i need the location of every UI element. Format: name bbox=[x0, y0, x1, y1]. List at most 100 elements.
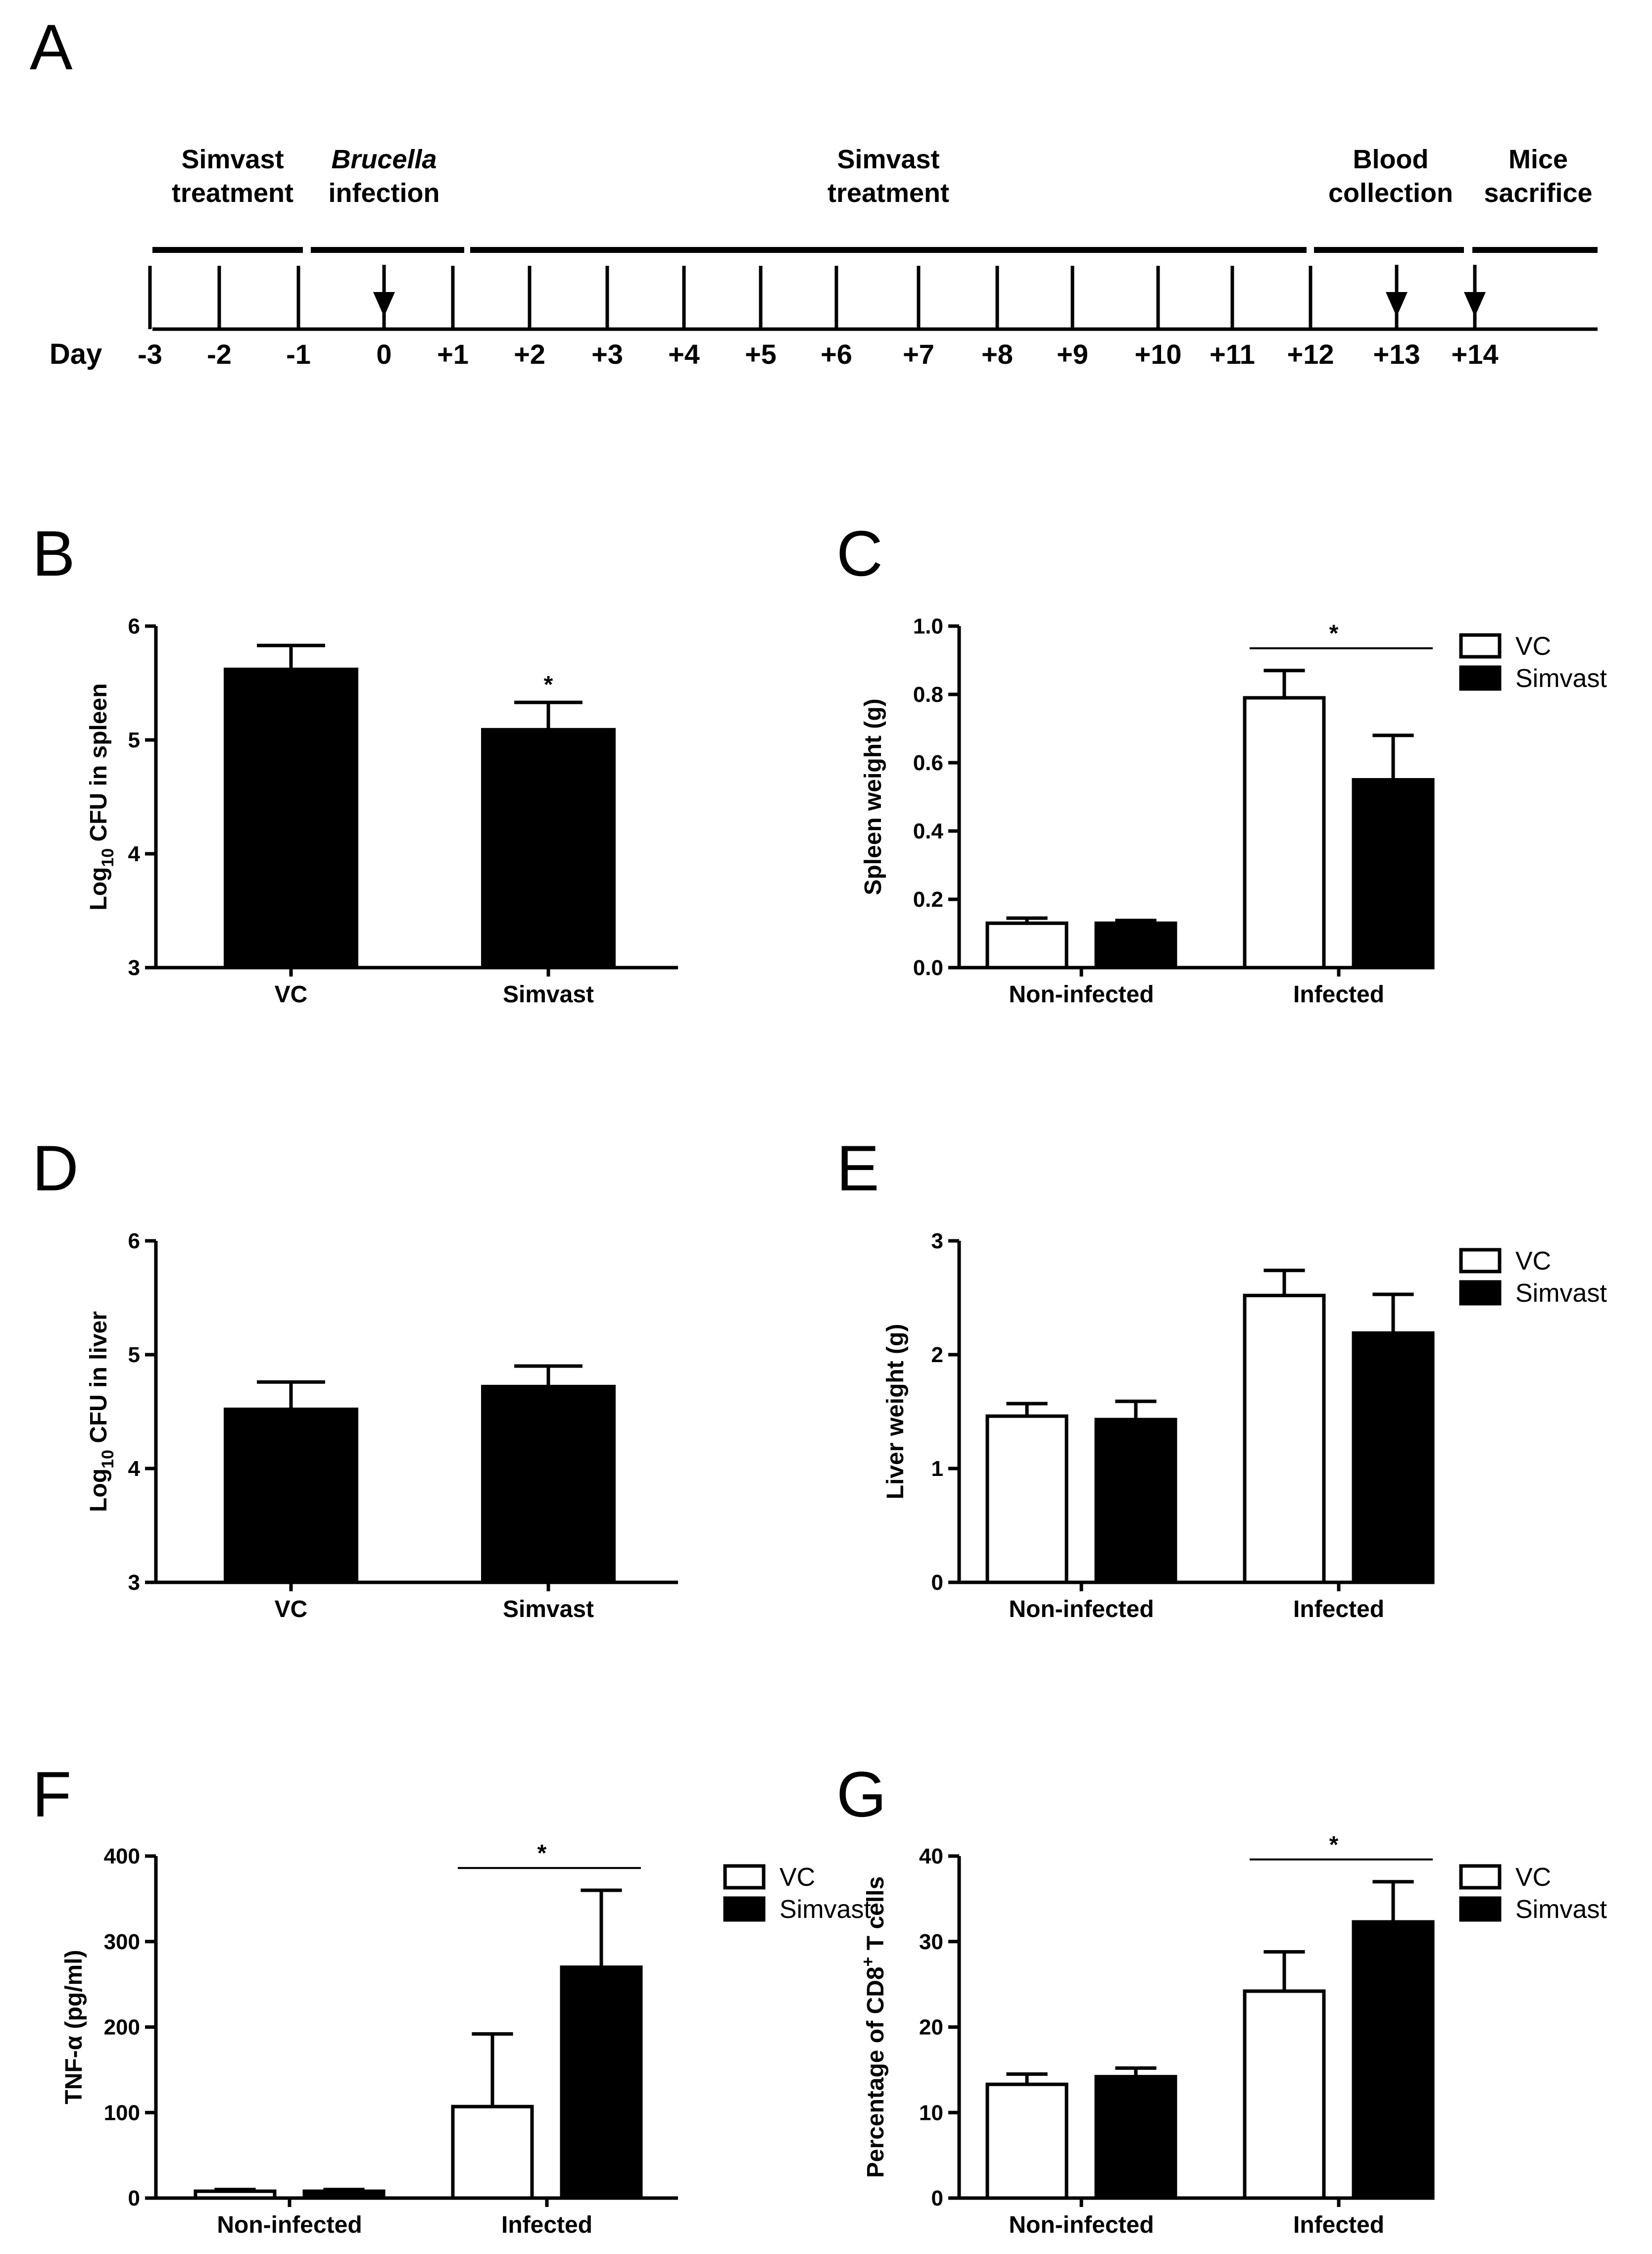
bar-simvast bbox=[481, 728, 616, 970]
legend-swatch-vc bbox=[1459, 1248, 1502, 1274]
y-axis-label-part: Percentage of CD8 bbox=[863, 1966, 889, 2178]
significance-star: * bbox=[1329, 1832, 1339, 1858]
bar-simvast bbox=[481, 1384, 616, 1584]
legend-label-vc: VC bbox=[1515, 1247, 1551, 1275]
panel-letter-g: G bbox=[836, 1758, 886, 1830]
timeline-day-label: +7 bbox=[903, 339, 934, 370]
significance-star: * bbox=[544, 672, 553, 698]
y-tick-label: 3 bbox=[128, 1570, 140, 1595]
y-tick-label: 30 bbox=[919, 1930, 943, 1954]
legend-label-vc: VC bbox=[779, 1863, 815, 1892]
significance-star: * bbox=[1329, 621, 1339, 647]
legend-swatch-vc bbox=[1459, 1864, 1502, 1890]
x-category-label: Simvast bbox=[503, 1596, 594, 1622]
panel-letter-a: A bbox=[30, 11, 73, 83]
y-axis-label-part: Log bbox=[86, 1469, 112, 1512]
panel-e: E 0 1 2 3 Liver weight (g) Non-infected Infecte… bbox=[836, 1132, 1607, 1622]
panel-letter-c: C bbox=[836, 517, 883, 589]
bar-simvast bbox=[1352, 1920, 1435, 2200]
phase-label: infection bbox=[329, 178, 440, 208]
phase-label: sacrifice bbox=[1484, 178, 1592, 208]
panel-b: B 3 4 5 6 Log10 CFU in spleen VC Simvast * bbox=[32, 517, 678, 1008]
y-tick-label: 0 bbox=[128, 2186, 140, 2210]
legend-label-simvast: Simvast bbox=[779, 1895, 871, 1924]
x-category-label: Infected bbox=[1293, 1596, 1384, 1622]
panel-letter-b: B bbox=[32, 517, 75, 589]
y-tick-label: 4 bbox=[128, 1457, 141, 1481]
legend-label-simvast: Simvast bbox=[1515, 664, 1607, 693]
phase-label: Mice bbox=[1508, 145, 1568, 174]
y-tick-label: 6 bbox=[128, 614, 140, 638]
panel-c: C 0.0 0.2 0.4 0.6 0.8 1.0 Spleen weight (g) Non-… bbox=[836, 517, 1607, 1008]
y-axis-label-part: TNF-α (pg/ml) bbox=[61, 1950, 87, 2104]
y-tick-label: 3 bbox=[128, 956, 140, 980]
timeline-day-label: +4 bbox=[668, 339, 700, 370]
timeline-day-label: +11 bbox=[1210, 339, 1255, 370]
y-tick-label: 0.4 bbox=[913, 819, 944, 843]
panel-letter-d: D bbox=[32, 1132, 79, 1204]
legend-label-simvast: Simvast bbox=[1515, 1895, 1607, 1924]
y-tick-label: 0.6 bbox=[913, 751, 943, 775]
x-category-label: Non-infected bbox=[1009, 2212, 1154, 2238]
bar-simvast bbox=[1352, 778, 1435, 970]
y-tick-label: 2 bbox=[931, 1343, 943, 1367]
bar-simvast bbox=[1352, 1331, 1435, 1584]
x-category-label: Infected bbox=[1293, 2212, 1384, 2238]
phase-label: collection bbox=[1328, 178, 1453, 208]
phase-label: Blood bbox=[1353, 145, 1429, 174]
legend-swatch-simvast bbox=[1459, 1896, 1502, 1922]
y-tick-label: 10 bbox=[919, 2101, 943, 2125]
x-category-label: Non-infected bbox=[217, 2212, 362, 2238]
event-arrow-head bbox=[373, 292, 395, 317]
legend-swatch-simvast bbox=[723, 1896, 766, 1922]
y-tick-label: 0.0 bbox=[913, 956, 943, 980]
y-tick-label: 0 bbox=[931, 2186, 943, 2210]
timeline-day-label: +13 bbox=[1373, 339, 1420, 370]
bar-vc bbox=[985, 921, 1069, 970]
bar-vc bbox=[224, 667, 358, 970]
bar-vc bbox=[985, 1414, 1069, 1584]
y-tick-label: 0 bbox=[931, 1570, 943, 1595]
legend-label-vc: VC bbox=[1515, 1863, 1551, 1892]
timeline-day-title: Day bbox=[49, 338, 102, 370]
phase-label: Simvast bbox=[181, 145, 284, 174]
legend-swatch-simvast bbox=[1459, 1280, 1502, 1306]
y-tick-label: 200 bbox=[104, 2015, 140, 2040]
y-tick-label: 3 bbox=[931, 1229, 943, 1253]
panel-letter-e: E bbox=[836, 1132, 879, 1204]
y-tick-label: 6 bbox=[128, 1229, 140, 1253]
y-axis-label-part: Log bbox=[86, 867, 112, 911]
x-category-label: Simvast bbox=[503, 981, 594, 1008]
bar-vc bbox=[224, 1407, 358, 1584]
y-axis-label: Log10 CFU in spleen bbox=[86, 683, 117, 910]
x-category-label: Non-infected bbox=[1009, 981, 1154, 1008]
y-tick-label: 1.0 bbox=[913, 614, 943, 638]
panel-d: D 3 4 5 6 Log10 CFU in liver VC Simvast bbox=[32, 1132, 678, 1622]
legend-label-simvast: Simvast bbox=[1515, 1279, 1607, 1308]
y-axis-label: TNF-α (pg/ml) bbox=[61, 1950, 87, 2104]
panel-g: G 0 10 20 30 40 Percentage of CD8+ T cells Non-… bbox=[836, 1758, 1607, 2238]
bar-simvast bbox=[1094, 1418, 1177, 1584]
y-axis-label-part: CFU in liver bbox=[86, 1311, 112, 1450]
bar-simvast bbox=[1094, 2075, 1177, 2200]
timeline-day-label: +6 bbox=[821, 339, 852, 370]
legend-label-vc: VC bbox=[1515, 632, 1551, 661]
timeline-day-label: +2 bbox=[514, 339, 545, 370]
legend-swatch-vc bbox=[723, 1864, 766, 1890]
bar-simvast bbox=[1094, 921, 1177, 970]
y-tick-label: 20 bbox=[919, 2015, 943, 2040]
timeline-day-label: +1 bbox=[437, 339, 469, 370]
timeline-day-label: +8 bbox=[981, 339, 1013, 370]
y-axis-label: Percentage of CD8+ T cells bbox=[859, 1876, 889, 2178]
x-category-label: VC bbox=[275, 981, 308, 1008]
y-axis-label: Spleen weight (g) bbox=[860, 698, 886, 895]
bar-vc bbox=[1243, 1989, 1326, 2200]
y-tick-label: 1 bbox=[931, 1457, 943, 1481]
y-axis-label-part: 10 bbox=[98, 1450, 117, 1469]
x-category-label: VC bbox=[275, 1596, 308, 1622]
bar-simvast bbox=[560, 1965, 643, 2200]
timeline-day-label: -2 bbox=[207, 339, 232, 370]
y-axis-label-part: 10 bbox=[98, 848, 117, 867]
panel-f: F 0 100 200 300 400 TNF-α (pg/ml) Non-infected I… bbox=[32, 1758, 871, 2238]
x-category-label: Non-infected bbox=[1009, 1596, 1154, 1622]
